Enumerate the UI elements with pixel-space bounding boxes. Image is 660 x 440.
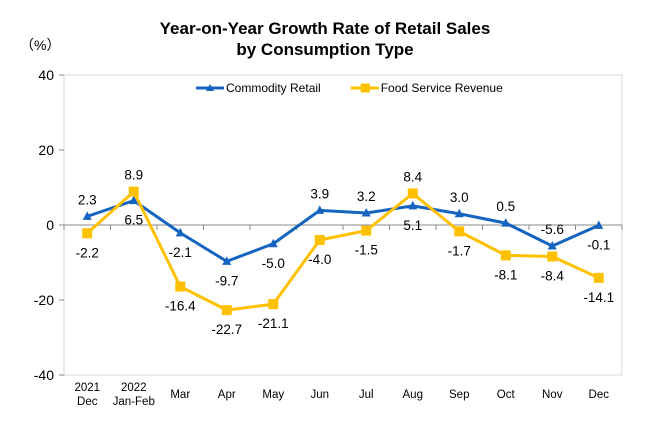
x-tick-label: Jan-Feb — [113, 396, 155, 408]
y-tick-label: 40 — [38, 67, 54, 83]
data-point-marker — [408, 200, 418, 210]
x-tick-label: Jun — [310, 389, 329, 401]
data-point-marker — [314, 235, 325, 245]
data-label: 6.5 — [124, 213, 143, 228]
data-point-marker — [268, 238, 278, 248]
data-point-marker — [128, 186, 139, 197]
data-label: -9.7 — [215, 273, 238, 288]
data-label: 5.1 — [403, 218, 422, 233]
series-commodity-retail: 2.3 6.5 -2.1 -9.7 -5.0 3.9 3.2 5.1 3.0 0.5 -5.6 -0.… — [78, 186, 611, 288]
y-axis-unit: （%） — [20, 37, 60, 53]
data-point-marker — [454, 208, 464, 218]
x-tick-label: Nov — [542, 389, 563, 401]
data-label: 8.9 — [124, 168, 143, 183]
data-point-marker — [315, 205, 325, 214]
data-point-marker — [594, 220, 604, 229]
data-point-marker — [547, 241, 557, 250]
x-tick-label: Aug — [403, 389, 423, 401]
legend-label: Food Service Revenue — [381, 81, 503, 95]
data-label: -22.7 — [211, 322, 242, 337]
data-label: 3.9 — [310, 186, 329, 201]
data-point-marker — [407, 188, 418, 199]
data-label: -1.7 — [448, 243, 471, 258]
legend-triangle-icon — [206, 84, 214, 91]
series-food-service-revenue: -2.2 8.9 -16.4 -22.7 -21.1 -4.0 -1.5 8.4 -1.7 -8.… — [76, 168, 615, 338]
data-point-marker — [361, 208, 371, 217]
data-label: 0.5 — [496, 199, 515, 214]
x-tick-label: Jul — [359, 389, 374, 401]
data-point-marker — [593, 272, 604, 283]
data-point-marker — [268, 299, 279, 310]
data-point-marker — [454, 226, 465, 237]
legend-square-icon — [360, 83, 370, 93]
x-tick-label: Apr — [218, 389, 236, 401]
data-label: -5.0 — [262, 256, 285, 271]
data-point-marker — [500, 250, 511, 261]
data-point-marker — [175, 227, 185, 237]
data-point-marker — [547, 251, 558, 262]
data-label: -4.0 — [308, 252, 331, 267]
data-label: -8.1 — [494, 267, 517, 282]
series-line — [86, 190, 600, 312]
data-point-marker — [221, 305, 232, 316]
data-point-marker — [82, 211, 92, 220]
data-point-marker — [129, 195, 139, 205]
data-label: -5.6 — [541, 222, 564, 237]
data-label: -0.1 — [587, 237, 610, 252]
data-label: 3.2 — [357, 189, 376, 204]
legend-label: Commodity Retail — [226, 81, 321, 95]
y-tick-label: -40 — [34, 367, 54, 383]
series-line — [86, 199, 600, 263]
x-tick-label: May — [262, 389, 284, 401]
data-label: -16.4 — [165, 299, 196, 314]
data-label: -2.1 — [169, 245, 192, 260]
data-point-marker — [361, 225, 372, 236]
data-label: -14.1 — [583, 290, 614, 305]
chart-title-line1: Year-on-Year Growth Rate of Retail Sales — [160, 19, 491, 38]
data-point-marker — [175, 281, 186, 292]
data-point-marker — [501, 218, 511, 227]
data-point-marker — [82, 228, 93, 239]
x-tick-label: Oct — [497, 389, 516, 401]
chart-title-line2: by Consumption Type — [236, 40, 413, 59]
x-tick-label: Dec — [77, 396, 98, 408]
data-label: 3.0 — [450, 190, 469, 205]
data-label: 8.4 — [403, 170, 422, 185]
data-label: -1.5 — [355, 243, 378, 258]
x-tick-label: 2022 — [121, 382, 147, 394]
data-label: -8.4 — [541, 269, 565, 284]
y-tick-label: 0 — [46, 217, 54, 233]
x-tick-label: 2021 — [74, 382, 100, 394]
data-label: -2.2 — [76, 245, 99, 260]
legend: Commodity Retail Food Service Revenue — [196, 81, 503, 95]
y-tick-label: 20 — [38, 142, 54, 158]
y-tick-label: -20 — [34, 292, 54, 308]
x-tick-label: Mar — [170, 389, 190, 401]
x-tick-label: Dec — [589, 389, 610, 401]
data-label: -21.1 — [258, 316, 289, 331]
x-tick-label: Sep — [449, 389, 469, 401]
data-label: 2.3 — [78, 192, 97, 207]
data-point-marker — [222, 256, 232, 265]
